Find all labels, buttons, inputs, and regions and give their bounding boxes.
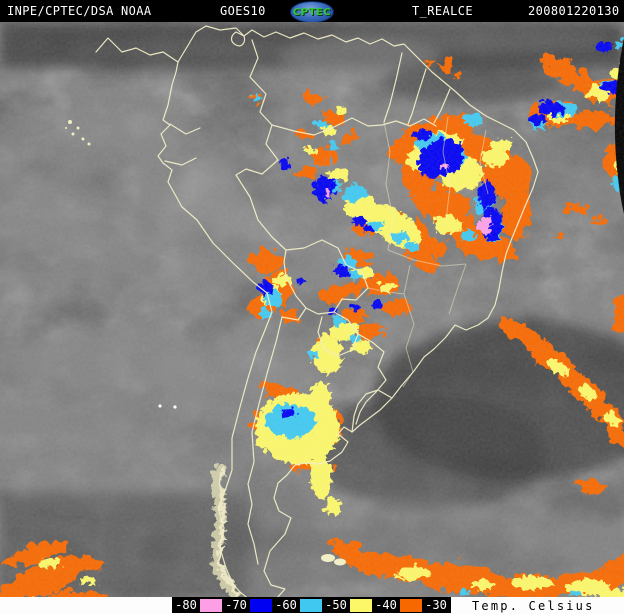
satellite-map-graphic <box>0 22 624 597</box>
legend-swatch-yellow <box>350 598 372 612</box>
header-bar: INPE/CPTEC/DSA NOAA GOES10 CPTEC T_REALC… <box>0 0 624 23</box>
legend-label: -70 <box>225 598 247 612</box>
legend-label: -50 <box>325 598 347 612</box>
legend-swatch-blue <box>250 598 272 612</box>
legend-label: -30 <box>425 598 447 612</box>
temperature-legend: -80 -70 -60 -50 -40 -30 <box>172 597 451 613</box>
legend-swatch-cyan <box>300 598 322 612</box>
header-satellite: GOES10 <box>220 4 266 18</box>
film-grain <box>0 22 624 597</box>
legend-swatch-pink <box>200 598 222 612</box>
header-datetime: 200801220130 <box>528 4 620 18</box>
legend-title: Temp. Celsius <box>472 599 595 613</box>
legend-label: -40 <box>375 598 397 612</box>
cptec-logo-icon: CPTEC <box>290 1 334 23</box>
legend-swatch-orange <box>400 598 422 612</box>
satellite-map <box>0 22 624 597</box>
cptec-logo-text: CPTEC <box>292 6 332 18</box>
header-product: T_REALCE <box>412 4 473 18</box>
header-agency: INPE/CPTEC/DSA <box>7 4 114 18</box>
legend-label: -60 <box>275 598 297 612</box>
legend-strip: -80 -70 -60 -50 -40 -30 Temp. Celsius <box>0 597 624 614</box>
header-noaa: NOAA <box>121 4 152 18</box>
legend-label: -80 <box>175 598 197 612</box>
